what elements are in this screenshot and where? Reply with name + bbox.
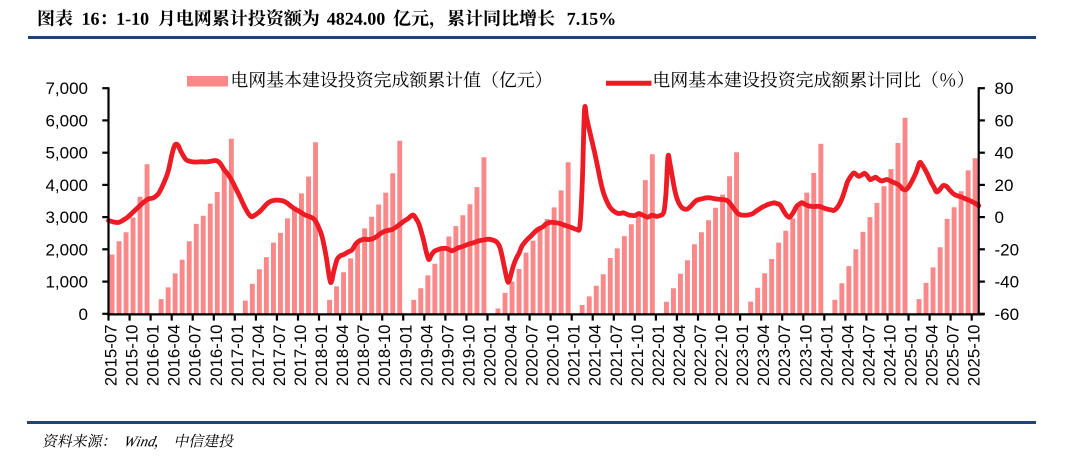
- svg-text:2017-10: 2017-10: [291, 325, 310, 387]
- svg-text:2025-07: 2025-07: [944, 325, 963, 387]
- svg-text:2024-04: 2024-04: [838, 325, 857, 387]
- svg-text:2024-01: 2024-01: [817, 325, 836, 387]
- svg-text:2025-04: 2025-04: [923, 325, 942, 387]
- svg-text:2022-10: 2022-10: [712, 325, 731, 387]
- svg-text:2018-10: 2018-10: [375, 325, 394, 387]
- svg-text:5,000: 5,000: [45, 144, 88, 163]
- svg-text:2018-07: 2018-07: [354, 325, 373, 387]
- svg-text:2019-10: 2019-10: [459, 325, 478, 387]
- svg-text:2024-07: 2024-07: [859, 325, 878, 387]
- svg-text:6,000: 6,000: [45, 111, 88, 130]
- svg-text:0: 0: [79, 305, 88, 324]
- svg-text:2018-01: 2018-01: [312, 325, 331, 387]
- svg-text:60: 60: [995, 111, 1014, 130]
- svg-text:-20: -20: [995, 240, 1020, 259]
- svg-text:0: 0: [995, 208, 1004, 227]
- svg-text:2020-01: 2020-01: [481, 325, 500, 387]
- svg-text:2020-10: 2020-10: [544, 325, 563, 387]
- svg-text:2022-01: 2022-01: [649, 325, 668, 387]
- svg-text:2024-10: 2024-10: [881, 325, 900, 387]
- svg-text:2021-07: 2021-07: [607, 325, 626, 387]
- svg-text:2025-01: 2025-01: [902, 325, 921, 387]
- svg-text:2023-07: 2023-07: [775, 325, 794, 387]
- svg-text:2019-01: 2019-01: [396, 325, 415, 387]
- svg-text:-40: -40: [995, 273, 1020, 292]
- svg-text:2020-07: 2020-07: [523, 325, 542, 387]
- svg-text:2023-01: 2023-01: [733, 325, 752, 387]
- svg-text:3,000: 3,000: [45, 208, 88, 227]
- svg-text:2017-01: 2017-01: [228, 325, 247, 387]
- svg-text:-60: -60: [995, 305, 1020, 324]
- svg-text:1,000: 1,000: [45, 273, 88, 292]
- svg-text:7,000: 7,000: [45, 79, 88, 98]
- svg-text:2018-04: 2018-04: [333, 325, 352, 387]
- svg-text:80: 80: [995, 79, 1014, 98]
- svg-text:2022-04: 2022-04: [670, 325, 689, 387]
- svg-text:2025-10: 2025-10: [965, 324, 984, 386]
- svg-text:2021-10: 2021-10: [628, 325, 647, 387]
- svg-text:20: 20: [995, 176, 1014, 195]
- svg-text:2019-04: 2019-04: [417, 325, 436, 387]
- svg-text:40: 40: [995, 144, 1014, 163]
- svg-text:2016-04: 2016-04: [165, 325, 184, 387]
- svg-text:2017-07: 2017-07: [270, 325, 289, 387]
- svg-text:2021-01: 2021-01: [565, 325, 584, 387]
- svg-text:2020-04: 2020-04: [502, 325, 521, 387]
- svg-text:2023-04: 2023-04: [754, 325, 773, 387]
- svg-text:2015-07: 2015-07: [102, 325, 121, 387]
- svg-text:2016-01: 2016-01: [144, 325, 163, 387]
- svg-text:2,000: 2,000: [45, 240, 88, 259]
- svg-text:2022-07: 2022-07: [691, 325, 710, 387]
- svg-text:2017-04: 2017-04: [249, 325, 268, 387]
- svg-text:2021-04: 2021-04: [586, 325, 605, 387]
- svg-text:2016-10: 2016-10: [207, 325, 226, 387]
- svg-text:2023-10: 2023-10: [796, 325, 815, 387]
- svg-text:4,000: 4,000: [45, 176, 88, 195]
- svg-text:2019-07: 2019-07: [438, 325, 457, 387]
- svg-text:2015-10: 2015-10: [123, 325, 142, 387]
- svg-text:2016-07: 2016-07: [186, 325, 205, 387]
